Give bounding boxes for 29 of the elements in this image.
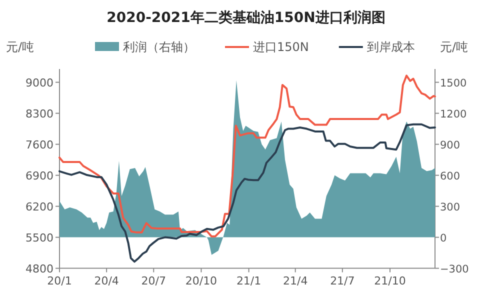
- x-tick-label: 20/10: [185, 274, 218, 288]
- y2-tick-label: 1200: [440, 108, 467, 120]
- x-tick-label: 21/4: [283, 274, 308, 288]
- y-axis-title: 元/吨: [6, 40, 34, 54]
- x-tick-label: 20/1: [47, 274, 72, 288]
- y-tick-label: 9000: [26, 76, 54, 90]
- legend-label: 进口150N: [253, 40, 309, 54]
- y-tick-label: 6200: [26, 200, 54, 214]
- y-tick-label: 5500: [26, 231, 54, 244]
- y-tick-label: 4800: [26, 262, 54, 276]
- y-tick-label: 6900: [26, 169, 54, 182]
- y-tick-label: 7600: [26, 138, 54, 152]
- line-series: [58, 123, 436, 263]
- y-tick-label: 8300: [26, 107, 54, 120]
- x-tick-label: 21/7: [330, 274, 355, 288]
- y2-tick-label: −300: [440, 263, 469, 276]
- x-tick-label: 20/4: [94, 274, 119, 288]
- x-tick-label: 21/10: [374, 274, 406, 288]
- y2-axis-title: 元/吨: [440, 40, 468, 54]
- y2-tick-label: 900: [440, 139, 460, 152]
- y2-tick-label: 600: [440, 170, 460, 182]
- x-tick-label: 21/1: [236, 274, 262, 288]
- y2-tick-label: 1500: [440, 77, 467, 90]
- y2-tick-label: 300: [440, 201, 460, 214]
- y2-tick-label: 0: [440, 232, 447, 244]
- legend-label: 利润（右轴）: [123, 40, 195, 54]
- legend-label: 到岸成本: [366, 40, 415, 54]
- x-tick-label: 20/7: [141, 274, 166, 288]
- chart-title: 2020-2021年二类基础油150N进口利润图: [106, 9, 386, 26]
